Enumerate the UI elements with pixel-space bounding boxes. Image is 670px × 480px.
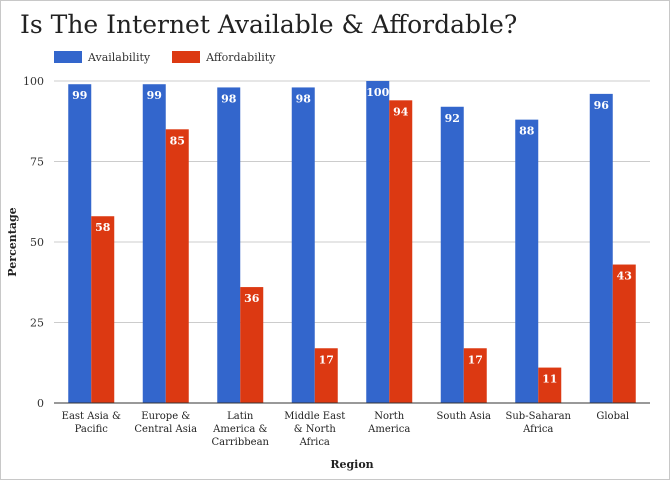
data-label-affordability: 85: [170, 134, 185, 147]
bar-affordability: [240, 287, 264, 403]
x-axis-ticks: East Asia & Pacific Europe & Central Asia La…: [62, 411, 629, 448]
data-label-availability: 98: [221, 92, 237, 105]
x-tick-label-line: North: [374, 411, 405, 422]
bar-availability: [589, 93, 613, 403]
legend-swatch-affordability: [172, 51, 201, 63]
x-tick-label-line: Global: [596, 411, 629, 422]
data-label-affordability: 43: [617, 270, 632, 283]
bar-availability: [366, 81, 390, 403]
legend-item-availability[interactable]: Availability: [54, 51, 150, 64]
data-label-affordability: 58: [95, 221, 111, 234]
data-label-affordability: 36: [244, 292, 260, 305]
bar-availability: [291, 87, 315, 403]
x-tick-label-line: Africa: [299, 437, 330, 448]
data-label-availability: 96: [594, 99, 610, 112]
data-label-availability: 92: [445, 112, 460, 125]
x-tick-label-line: East Asia &: [62, 411, 121, 422]
y-axis-ticks: 0 25 50 75 100: [23, 75, 44, 410]
x-tick-label: East Asia & Pacific: [62, 411, 121, 435]
x-tick-label-line: Pacific: [75, 424, 109, 435]
y-tick-label: 75: [30, 156, 44, 169]
y-axis-title: Percentage: [6, 207, 19, 276]
bar-affordability: [165, 129, 189, 404]
data-label-availability: 88: [519, 125, 535, 138]
data-label-availability: 98: [296, 92, 312, 105]
bar-affordability: [612, 264, 636, 403]
x-tick-label-line: Middle East: [284, 411, 345, 422]
y-tick-label: 100: [23, 75, 44, 88]
data-label-availability: 100: [366, 86, 389, 99]
bar-availability: [217, 87, 241, 403]
x-tick-label-line: Sub-Saharan: [506, 411, 572, 422]
legend-label-affordability: Affordability: [206, 50, 276, 64]
x-tick-label-line: Africa: [522, 424, 553, 435]
x-tick-label-line: America &: [212, 424, 267, 435]
x-tick-label-line: South Asia: [437, 411, 492, 422]
x-tick-label-line: Europe &: [141, 411, 190, 422]
bar-affordability: [463, 348, 487, 403]
data-label-affordability: 17: [319, 353, 334, 366]
x-tick-label: Middle East & North Africa: [284, 411, 345, 448]
y-tick-label: 25: [30, 317, 44, 330]
data-label-affordability: 11: [542, 373, 557, 386]
legend-swatch-availability: [54, 51, 82, 63]
x-axis-title: Region: [330, 458, 373, 471]
y-tick-label: 50: [30, 236, 44, 249]
x-tick-label: Global: [596, 411, 629, 422]
x-tick-label: Sub-Saharan Africa: [506, 411, 572, 435]
bar-affordability: [314, 348, 338, 403]
legend-item-affordability[interactable]: Affordability: [172, 51, 275, 64]
bars: 99 58 99 85 98 36 98 17 100 94 92 17 88 11 96 43: [68, 81, 636, 404]
bar-availability: [440, 106, 464, 403]
x-tick-label-line: America: [367, 424, 410, 435]
bar-availability: [515, 119, 539, 403]
bar-affordability: [389, 100, 413, 403]
bar-availability: [142, 84, 166, 403]
legend: Availability Affordability: [54, 49, 297, 65]
bar-affordability: [91, 216, 115, 403]
bar-availability: [68, 84, 92, 403]
x-tick-label: Latin America & Carribbean: [212, 411, 270, 448]
y-tick-label: 0: [37, 397, 44, 410]
data-label-availability: 99: [147, 89, 162, 102]
x-tick-label: Europe & Central Asia: [134, 411, 197, 435]
x-tick-label-line: Central Asia: [134, 424, 197, 435]
bar-affordability: [538, 367, 562, 403]
x-tick-label: South Asia: [437, 411, 492, 422]
x-tick-label-line: & North: [294, 424, 337, 435]
data-label-affordability: 17: [468, 353, 483, 366]
x-tick-label-line: Latin: [227, 411, 254, 422]
x-tick-label: North America: [367, 411, 410, 435]
legend-label-availability: Availability: [88, 50, 151, 64]
x-tick-label-line: Carribbean: [212, 437, 270, 448]
chart-title: Is The Internet Available & Affordable?: [20, 10, 518, 39]
data-label-affordability: 94: [393, 105, 409, 118]
data-label-availability: 99: [72, 89, 87, 102]
